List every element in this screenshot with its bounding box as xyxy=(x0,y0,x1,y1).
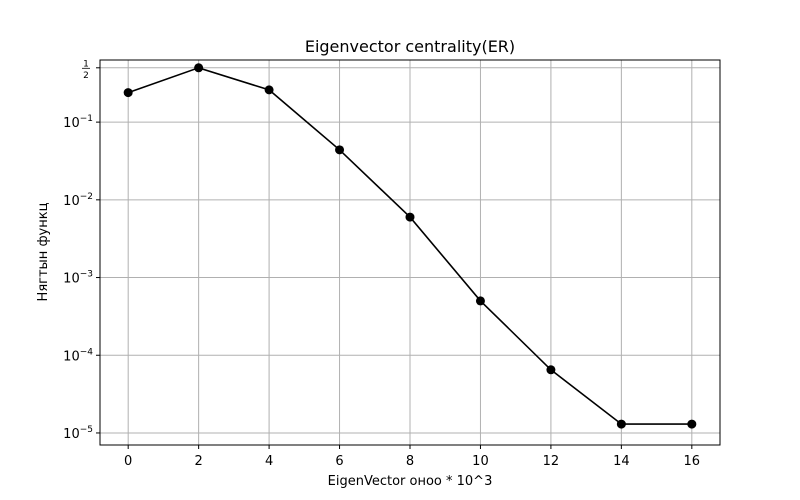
y-tick-base: 10 xyxy=(63,116,80,131)
y-tick-exponent: −1 xyxy=(80,114,93,124)
y-tick-numerator: 1 xyxy=(83,59,89,69)
y-tick-base: 10 xyxy=(63,272,80,287)
x-tick-label: 0 xyxy=(124,454,132,469)
data-point xyxy=(123,88,133,98)
grid xyxy=(100,60,720,445)
y-tick-exponent: −2 xyxy=(80,192,93,202)
y-tick-base: 10 xyxy=(63,194,80,209)
y-tick-exponent: −5 xyxy=(80,425,93,435)
data-point xyxy=(335,145,345,155)
data-point xyxy=(687,419,697,429)
data-point xyxy=(194,63,204,73)
data-point xyxy=(616,419,626,429)
y-tick-denominator: 2 xyxy=(83,71,89,81)
y-tick-label: 10−4 xyxy=(63,347,93,364)
y-tick-exponent: −4 xyxy=(80,347,94,357)
y-tick-base: 10 xyxy=(63,349,80,364)
x-tick-label: 16 xyxy=(684,454,701,469)
y-tick-exponent: −3 xyxy=(80,270,93,280)
x-tick-label: 14 xyxy=(613,454,630,469)
x-tick-label: 12 xyxy=(543,454,560,469)
y-tick-label: 10−3 xyxy=(63,270,93,287)
data-point xyxy=(405,212,415,222)
x-tick-label: 2 xyxy=(194,454,202,469)
x-tick-label: 4 xyxy=(265,454,273,469)
y-tick-label: 10−1 xyxy=(63,114,93,131)
x-tick-label: 10 xyxy=(472,454,489,469)
chart-title: Eigenvector centrality(ER) xyxy=(305,37,515,56)
data-point xyxy=(264,85,274,95)
x-tick-label: 8 xyxy=(406,454,414,469)
x-tick-label: 6 xyxy=(335,454,343,469)
y-axis: 10−510−410−310−210−112 xyxy=(63,59,100,442)
series-layer xyxy=(123,63,697,429)
y-axis-label: Нягтын функц xyxy=(36,202,51,301)
y-tick-label: 10−5 xyxy=(63,425,93,442)
x-axis-label: EigenVector оноо * 10^3 xyxy=(328,474,493,489)
y-tick-base: 10 xyxy=(63,427,80,442)
x-axis: 0 2 4 6 8 10 12 14 16 xyxy=(124,445,700,469)
y-tick-fraction: 12 xyxy=(82,59,90,81)
y-tick-label: 10−2 xyxy=(63,192,93,209)
data-point xyxy=(475,296,485,306)
data-point xyxy=(546,365,556,375)
